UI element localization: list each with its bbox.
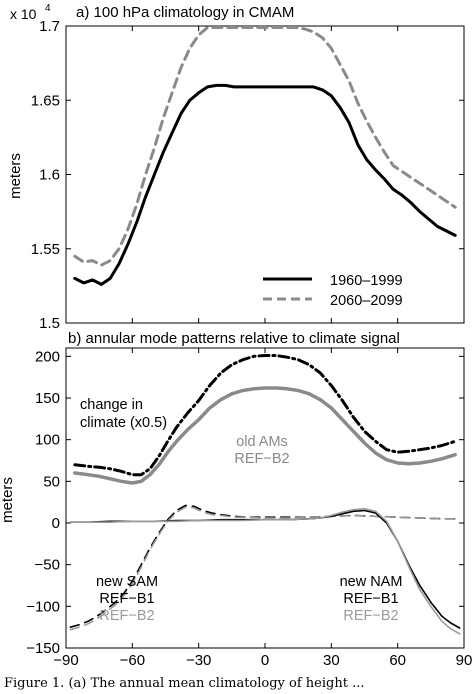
ytick-label: 1.55 [31,241,60,258]
panel-b-title: b) annular mode patterns relative to cli… [68,330,400,347]
annotation-sam-line2: REF−B1 [99,591,154,607]
figure-caption: Figure 1. (a) The annual mean climatolog… [4,676,365,691]
panel-a-ylabel: meters [7,153,24,199]
series-line-a-1 [73,26,457,267]
panel-b-annotations: change in climate (x0.5) old AMs REF−B2 … [80,397,402,624]
y-exponent-label: x 10 [10,6,37,22]
panel-a-yticks: 1.5 1.55 1.6 1.65 1.7 [31,18,465,332]
annotation-sam-line3: REF−B2 [99,608,154,624]
ytick-label: 200 [35,348,60,365]
annotation-old-line2: REF−B2 [234,451,289,467]
xtick-label: 90 [456,652,473,669]
annotation-old-line1: old AMs [236,434,288,450]
ytick-label: 1.7 [39,18,60,35]
series-line-b-2 [69,504,461,629]
series-line-b-0 [73,354,457,477]
panel-b-yticks: −150 −100 −50 0 50 100 150 200 [26,348,464,657]
ytick-label: 1.5 [39,315,60,332]
ytick-label: −50 [35,557,60,574]
y-exponent-power: 4 [45,3,51,14]
panel-a-legend: 1960–1999 2060–2099 [263,273,403,309]
ytick-label: 1.65 [31,92,60,109]
ytick-label: −150 [26,640,60,657]
annotation-nam-line1: new NAM [340,574,403,590]
xtick-label: −90 [53,652,78,669]
panel-b-series [69,354,461,635]
series-line-a-0 [73,83,457,286]
ytick-label: −100 [26,598,60,615]
series-line-b-3 [69,506,461,631]
xtick-label: −30 [186,652,211,669]
panel-b: b) annular mode patterns relative to cli… [0,330,472,669]
legend-label-2060: 2060–2099 [330,293,403,309]
panel-b-ylabel: meters [0,477,16,523]
ytick-label: 150 [35,390,60,407]
series-line-b-1 [73,386,457,485]
panel-a-title: a) 100 hPa climatology in CMAM [76,4,294,21]
annotation-sam-line1: new SAM [96,574,158,590]
annotation-change-line1: change in [80,397,143,413]
series-line-b-5 [69,507,461,635]
xtick-label: −60 [120,652,145,669]
panel-b-xticks: −90 −60 −30 0 30 60 90 [53,348,472,669]
annotation-nam-line3: REF−B2 [343,608,398,624]
annotation-change-line2: climate (x0.5) [80,415,167,431]
xtick-label: 60 [389,652,406,669]
ytick-label: 0 [52,515,60,532]
xtick-label: 0 [261,652,269,669]
ytick-label: 50 [43,473,60,490]
ytick-label: 1.6 [39,167,60,184]
xtick-label: 30 [323,652,340,669]
ytick-label: 100 [35,432,60,449]
panel-a: x 10 4 a) 100 hPa climatology in CMAM me… [7,3,465,332]
annotation-nam-line2: REF−B1 [343,591,398,607]
legend-label-1960: 1960–1999 [330,273,403,289]
panel-a-series [73,26,457,286]
